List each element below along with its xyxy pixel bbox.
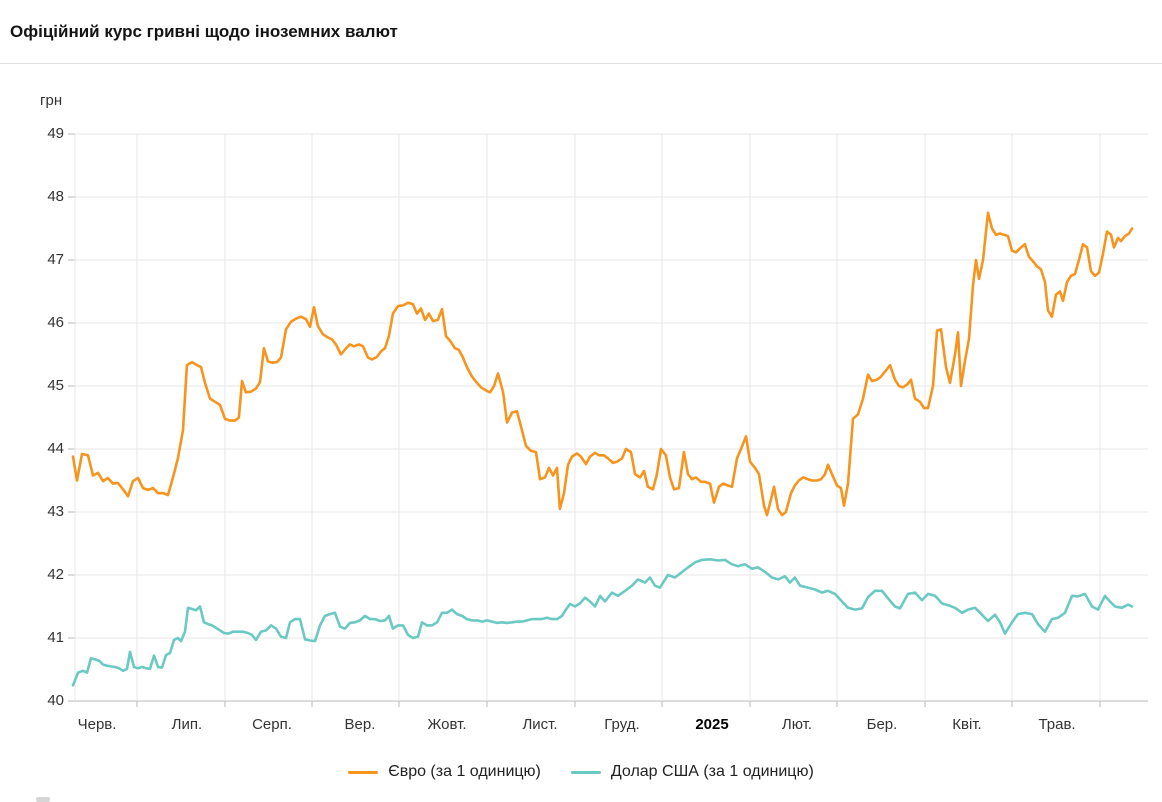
x-tick-label-Серп: Серп. bbox=[252, 716, 292, 733]
x-tick-label-Трав: Трав. bbox=[1038, 716, 1076, 733]
x-tick-label-Бер: Бер. bbox=[866, 716, 898, 733]
x-tick-label-Жовт: Жовт. bbox=[427, 716, 467, 733]
x-tick-label-2025: 2025 bbox=[695, 716, 729, 733]
usd-line-swatch-icon bbox=[570, 770, 601, 774]
x-tick-label-Лют: Лют. bbox=[781, 716, 812, 733]
x-tick-label-Квіт: Квіт. bbox=[952, 716, 982, 733]
x-tick-label-Лип: Лип. bbox=[171, 716, 203, 733]
y-tick-label-41: 41 bbox=[47, 629, 64, 646]
page-title: Офіційний курс гривні щодо іноземних вал… bbox=[10, 22, 398, 42]
y-tick-label-47: 47 bbox=[47, 251, 64, 268]
chart-legend: Євро (за 1 одиницю) Долар США (за 1 один… bbox=[0, 763, 1162, 781]
y-tick-label-46: 46 bbox=[47, 314, 64, 331]
y-axis-unit-label: грн bbox=[40, 92, 63, 109]
y-tick-label-43: 43 bbox=[47, 503, 64, 520]
euro-line-swatch-icon bbox=[348, 770, 379, 774]
euro-rate-line[interactable] bbox=[71, 211, 1134, 517]
legend-label-usd: Долар США (за 1 одиницю) bbox=[610, 763, 814, 780]
usd-rate-line[interactable] bbox=[71, 557, 1134, 687]
y-tick-label-48: 48 bbox=[47, 188, 64, 205]
x-tick-label-Черв: Черв. bbox=[77, 716, 117, 733]
x-tick-label-Вер: Вер. bbox=[344, 716, 376, 733]
y-tick-label-45: 45 bbox=[47, 377, 64, 394]
legend-item-euro[interactable]: Євро (за 1 одиницю) bbox=[348, 763, 541, 781]
y-tick-label-42: 42 bbox=[47, 566, 64, 583]
y-tick-label-40: 40 bbox=[47, 692, 64, 709]
legend-item-usd[interactable]: Долар США (за 1 одиницю) bbox=[570, 763, 814, 781]
x-tick-label-Груд: Груд. bbox=[604, 716, 640, 733]
y-tick-label-44: 44 bbox=[47, 440, 64, 457]
x-tick-label-Лист: Лист. bbox=[522, 716, 558, 733]
title-divider bbox=[0, 63, 1162, 64]
legend-label-euro: Євро (за 1 одиницю) bbox=[388, 763, 541, 780]
y-tick-label-49: 49 bbox=[47, 125, 64, 142]
watermark-fragment bbox=[36, 797, 50, 802]
